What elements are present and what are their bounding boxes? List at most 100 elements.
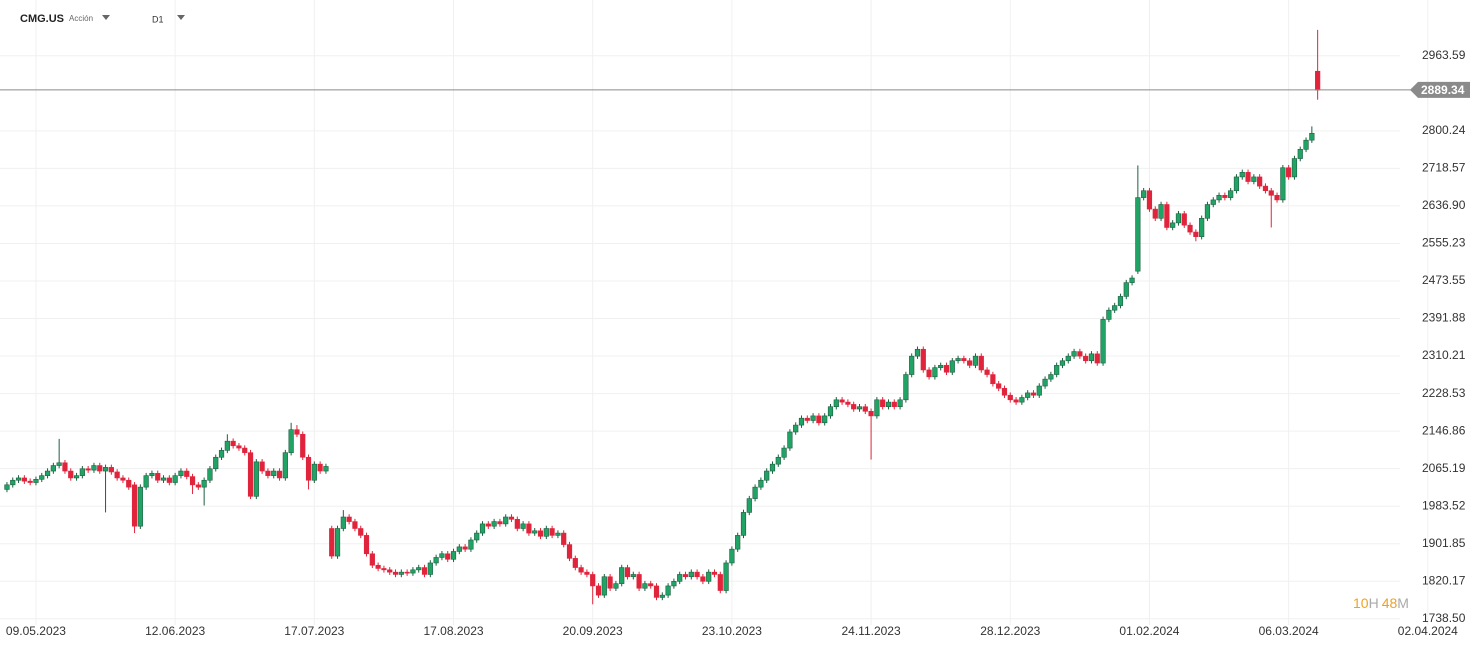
countdown: 10H 48M [1353,595,1409,611]
candle-body [1187,224,1193,233]
candle-body [108,467,114,473]
candle-body [914,348,921,357]
candle-body [33,479,39,483]
candle-body [468,539,474,550]
candle-body [636,574,642,589]
candle-body [630,574,636,578]
candle-body [682,574,689,578]
candle-body [787,431,793,449]
candle-body [1141,190,1147,198]
candle-body [218,450,225,458]
y-tick-label: 2065.19 [1422,461,1466,475]
timeframe[interactable]: D1 [152,14,164,24]
candle-body [677,574,683,582]
candle-body [810,415,816,421]
candle-body [903,374,909,401]
candle-body [410,569,416,574]
candle-body [856,406,863,410]
x-tick-label: 02.04.2024 [1398,624,1458,638]
candle-body [949,360,955,373]
candle-body [549,528,555,536]
candle-body [1042,378,1048,387]
candle-body [1054,365,1060,375]
candle-body [91,465,97,471]
candle-body [253,461,259,497]
candle-body [688,571,694,578]
candle-body [972,355,979,366]
candle-body [445,553,451,560]
candle-body [439,553,445,558]
candle-body [1106,309,1112,320]
candle-body [1309,132,1315,141]
candle-body [421,567,428,575]
candle-body [735,535,741,550]
timeframe-dropdown[interactable] [177,15,185,20]
candle-body [433,557,439,564]
candle-body [294,429,300,435]
candle-body [363,535,370,555]
candle-body [1204,204,1211,219]
candle-body [62,462,68,472]
candle-body [822,415,828,424]
candle-body [752,486,758,499]
x-tick-label: 17.08.2023 [423,624,483,638]
candle-body [358,528,364,536]
symbol[interactable]: CMG.US [20,13,64,25]
candle-body [381,568,387,571]
candle-body [584,571,590,575]
candle-body [10,479,16,486]
candle-body [706,571,712,582]
candle-body [984,369,990,375]
candle-body [1129,277,1135,283]
x-tick-label: 23.10.2023 [702,624,762,638]
candle-body [537,530,544,537]
y-tick-label: 2228.53 [1422,386,1466,400]
candle-body [1257,176,1263,187]
candle-body [874,399,880,417]
candle-body [1262,185,1269,192]
candle-body [1286,167,1292,178]
candle-body [827,406,834,417]
candle-body [1019,397,1025,403]
candle-body [85,468,91,471]
candle-body [503,516,509,525]
y-tick-label: 2555.23 [1422,236,1466,250]
candle-body [21,477,27,482]
candle-body [1175,213,1182,224]
candle-body [189,476,196,486]
candle-body [590,574,596,587]
candle-body [149,473,155,476]
candle-body [317,463,323,472]
candle-body [120,477,126,481]
candle-body [1030,392,1037,396]
last-price-tag [1410,81,1470,98]
candles [0,29,1412,605]
candle-body [68,470,74,479]
candle-body [311,463,317,481]
candle-body [276,470,283,479]
symbol-dropdown[interactable] [102,15,110,20]
candle-body [56,462,62,466]
candle-body [909,355,915,375]
candle-body [340,516,346,529]
candle-body [474,532,480,541]
x-tick-label: 06.03.2024 [1259,624,1319,638]
candle-body [230,440,236,447]
x-tick-label: 17.07.2023 [284,624,344,638]
candle-body [497,521,503,525]
candle-body [79,468,85,476]
candle-body [1268,190,1274,196]
candle-body [1222,195,1228,198]
candle-body [572,558,578,568]
candle-body [1077,351,1083,357]
candle-body [1059,360,1066,366]
candle-body [798,417,805,426]
countdown-minutes: 48 [1382,595,1398,611]
candle-body [607,576,613,589]
candle-body [932,367,938,378]
candle-body [416,567,422,571]
candle-body [740,512,747,536]
candle-body [508,516,515,520]
candle-body [143,475,149,488]
